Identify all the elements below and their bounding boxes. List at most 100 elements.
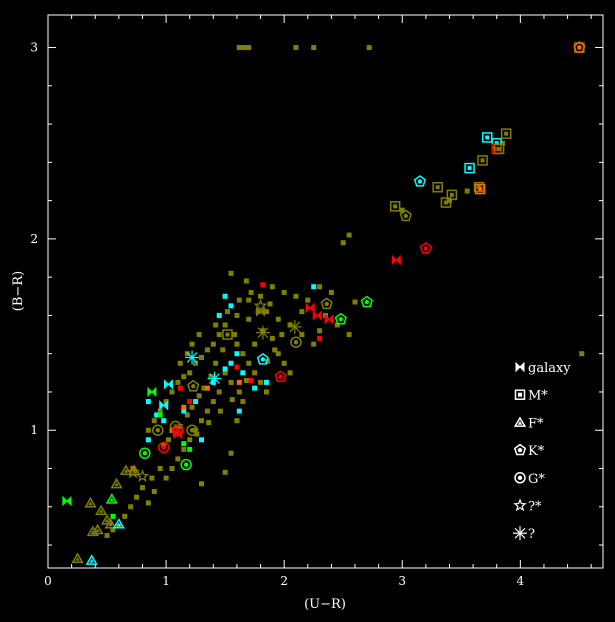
star-point <box>126 465 140 479</box>
dot-point <box>228 379 234 385</box>
dot-point <box>263 379 269 385</box>
dot-point <box>181 441 187 447</box>
bowtie-point <box>173 428 183 440</box>
dot-point <box>122 513 128 519</box>
dot-point <box>104 532 110 538</box>
dot-point <box>464 188 470 194</box>
square-point <box>464 162 475 174</box>
pentagon-point <box>419 241 432 254</box>
dot-point <box>110 527 116 533</box>
y-axis-label: (B−R) <box>11 271 26 311</box>
legend-item: M* <box>514 389 548 404</box>
x-tick-label: 1 <box>162 574 170 588</box>
dot-point <box>299 309 305 315</box>
dot-point <box>165 437 171 443</box>
dot-point <box>252 341 258 347</box>
square-point <box>440 197 452 208</box>
triangle-point <box>105 493 118 504</box>
dot-point <box>187 370 193 376</box>
dot-point <box>275 351 281 357</box>
circle-point <box>180 458 192 471</box>
dot-point <box>187 399 193 405</box>
legend-label: G* <box>528 472 545 487</box>
square-point <box>446 189 458 201</box>
dot-point <box>181 404 187 410</box>
dot-point <box>263 309 269 315</box>
dot-point <box>252 385 258 391</box>
dot-point <box>151 488 157 494</box>
legend-item: F* <box>513 416 544 431</box>
dot-point <box>275 316 281 322</box>
dot-point <box>181 374 187 380</box>
dot-point <box>149 475 155 481</box>
asterisk-point <box>207 371 222 386</box>
dot-point <box>110 513 116 519</box>
legend-star-symbol <box>513 498 527 512</box>
legend-bowtie-symbol <box>515 361 525 373</box>
dot-point <box>199 481 205 487</box>
dot-point <box>246 45 252 51</box>
dot-point <box>281 360 287 366</box>
pentagon-point <box>360 295 373 308</box>
dot-point <box>181 408 187 414</box>
triangle-point <box>101 514 114 525</box>
dot-point <box>228 450 234 456</box>
dot-point <box>267 301 273 307</box>
dot-point <box>260 282 266 288</box>
dot-point <box>263 389 269 395</box>
dot-point <box>352 299 358 305</box>
circle-point <box>290 336 302 348</box>
square-point <box>474 183 486 195</box>
dot-point <box>189 404 195 410</box>
dot-point <box>248 377 254 383</box>
legend-item: G* <box>514 472 545 487</box>
pentagon-point <box>334 312 347 325</box>
square-point <box>477 155 488 166</box>
triangle-point <box>112 518 125 529</box>
dot-point <box>240 370 246 376</box>
square-point <box>222 329 233 340</box>
circle-point <box>152 424 164 436</box>
pentagon-point <box>256 352 269 365</box>
dot-point <box>317 328 323 334</box>
dot-point <box>189 341 195 347</box>
y-tick-label: 2 <box>30 232 38 246</box>
circle-point <box>172 424 184 436</box>
dot-point <box>241 45 247 51</box>
legend-label: galaxy <box>528 361 571 376</box>
legend-label: M* <box>528 389 548 404</box>
dot-point <box>145 427 151 433</box>
dot-point <box>236 389 242 395</box>
series-green <box>110 412 193 519</box>
dot-point <box>279 332 285 338</box>
dot-point <box>220 347 226 353</box>
dot-point <box>272 347 278 353</box>
dot-point <box>234 341 240 347</box>
dot-point <box>145 437 151 443</box>
dot-point <box>228 303 234 309</box>
dot-point <box>328 289 334 295</box>
dot-point <box>199 437 205 443</box>
pentagon-point <box>187 379 200 392</box>
asterisk-point <box>287 319 302 334</box>
dot-point <box>281 289 287 295</box>
triangle-point <box>110 477 123 489</box>
asterisk-point <box>255 325 270 340</box>
dot-point <box>234 312 240 318</box>
dot-point <box>222 469 228 475</box>
dot-point <box>246 297 252 303</box>
dot-point <box>216 332 222 338</box>
data-points <box>62 41 586 565</box>
dot-point <box>199 418 205 424</box>
dot-point <box>177 385 183 391</box>
series-galaxy <box>62 254 401 507</box>
pentagon-point <box>320 297 333 310</box>
dot-point <box>145 500 151 506</box>
dot-point <box>334 322 340 328</box>
dot-point <box>193 399 199 405</box>
bowtie-point <box>62 495 72 507</box>
dot-point <box>157 465 163 471</box>
triangle-point <box>95 504 108 516</box>
triangle-point <box>91 523 104 535</box>
